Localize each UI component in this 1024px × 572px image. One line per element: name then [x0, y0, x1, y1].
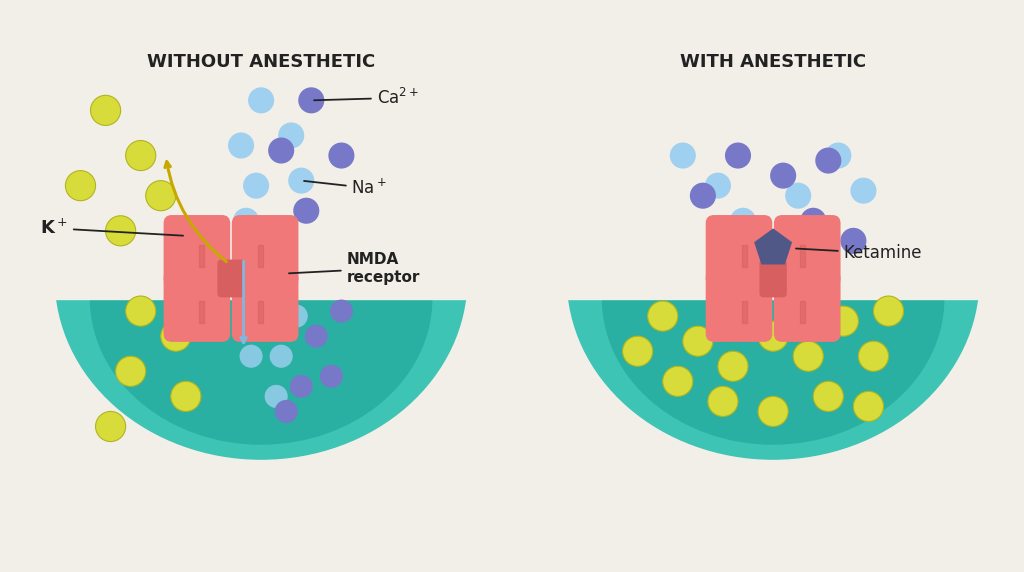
Ellipse shape: [602, 153, 944, 444]
Circle shape: [841, 228, 866, 254]
Circle shape: [116, 356, 145, 386]
Circle shape: [785, 182, 811, 209]
Ellipse shape: [567, 98, 979, 459]
Circle shape: [66, 170, 95, 201]
Circle shape: [250, 304, 272, 328]
Circle shape: [800, 208, 826, 234]
Circle shape: [853, 391, 884, 422]
Circle shape: [293, 198, 319, 224]
Text: Ketamine: Ketamine: [796, 244, 922, 263]
Circle shape: [290, 375, 312, 398]
Circle shape: [708, 386, 738, 416]
FancyBboxPatch shape: [232, 271, 298, 341]
FancyBboxPatch shape: [218, 260, 244, 297]
Circle shape: [815, 148, 842, 174]
Circle shape: [288, 168, 314, 194]
Ellipse shape: [90, 153, 432, 444]
Circle shape: [228, 133, 254, 158]
Text: WITH ANESTHETIC: WITH ANESTHETIC: [680, 53, 866, 71]
Bar: [457, 264, 512, 293]
Circle shape: [758, 396, 788, 427]
Circle shape: [828, 306, 858, 336]
Circle shape: [298, 88, 325, 113]
Circle shape: [705, 173, 731, 198]
Circle shape: [647, 301, 678, 331]
Bar: [741, 300, 746, 323]
Text: K$^+$: K$^+$: [40, 219, 183, 238]
Circle shape: [329, 142, 354, 169]
FancyBboxPatch shape: [707, 216, 772, 286]
Circle shape: [105, 216, 135, 246]
Bar: [55, 266, 467, 291]
Text: Na$^+$: Na$^+$: [304, 178, 387, 198]
Circle shape: [794, 341, 823, 371]
Text: NMDA
receptor: NMDA receptor: [289, 252, 420, 285]
Circle shape: [758, 321, 788, 351]
FancyBboxPatch shape: [707, 271, 772, 341]
Bar: [522, 0, 1024, 299]
Circle shape: [269, 345, 293, 368]
Circle shape: [126, 141, 156, 170]
FancyBboxPatch shape: [760, 260, 786, 297]
FancyBboxPatch shape: [774, 216, 840, 286]
Circle shape: [663, 366, 693, 396]
Circle shape: [718, 351, 748, 382]
Bar: [522, 264, 578, 293]
Bar: [10, 0, 512, 279]
Circle shape: [858, 341, 889, 371]
Text: Ca$^{2+}$: Ca$^{2+}$: [314, 88, 419, 108]
Bar: [567, 266, 979, 291]
Circle shape: [825, 142, 851, 169]
Bar: [800, 300, 805, 323]
Circle shape: [683, 326, 713, 356]
Circle shape: [670, 142, 696, 169]
Circle shape: [268, 137, 294, 164]
Circle shape: [850, 178, 877, 204]
Circle shape: [873, 296, 903, 326]
Circle shape: [623, 336, 652, 366]
Circle shape: [319, 365, 343, 388]
Circle shape: [240, 345, 262, 368]
Bar: [10, 264, 66, 293]
Bar: [258, 245, 262, 268]
Circle shape: [126, 296, 156, 326]
Circle shape: [171, 382, 201, 411]
Bar: [522, 0, 1024, 279]
Circle shape: [95, 411, 126, 442]
Circle shape: [248, 88, 274, 113]
FancyBboxPatch shape: [164, 271, 229, 341]
Circle shape: [728, 281, 758, 311]
Text: WITHOUT ANESTHETIC: WITHOUT ANESTHETIC: [147, 53, 375, 71]
FancyBboxPatch shape: [232, 216, 298, 286]
Circle shape: [690, 182, 716, 209]
Bar: [200, 245, 205, 268]
FancyBboxPatch shape: [774, 271, 840, 341]
Circle shape: [730, 208, 756, 234]
Bar: [741, 245, 746, 268]
Circle shape: [243, 173, 269, 198]
Bar: [10, 0, 512, 299]
Circle shape: [740, 238, 766, 264]
Circle shape: [770, 162, 797, 189]
Circle shape: [171, 221, 201, 251]
Circle shape: [90, 96, 121, 125]
Ellipse shape: [55, 98, 467, 459]
Bar: [258, 300, 262, 323]
Circle shape: [813, 382, 844, 411]
Circle shape: [161, 321, 190, 351]
Circle shape: [279, 122, 304, 149]
Circle shape: [285, 304, 308, 328]
Circle shape: [274, 400, 298, 423]
Circle shape: [330, 300, 353, 323]
Circle shape: [788, 291, 818, 321]
Circle shape: [233, 208, 259, 234]
Circle shape: [725, 142, 751, 169]
Bar: [800, 245, 805, 268]
Bar: [969, 264, 1024, 293]
Circle shape: [145, 181, 176, 210]
Circle shape: [305, 325, 328, 348]
Bar: [200, 300, 205, 323]
FancyBboxPatch shape: [164, 216, 229, 286]
Circle shape: [264, 385, 288, 408]
